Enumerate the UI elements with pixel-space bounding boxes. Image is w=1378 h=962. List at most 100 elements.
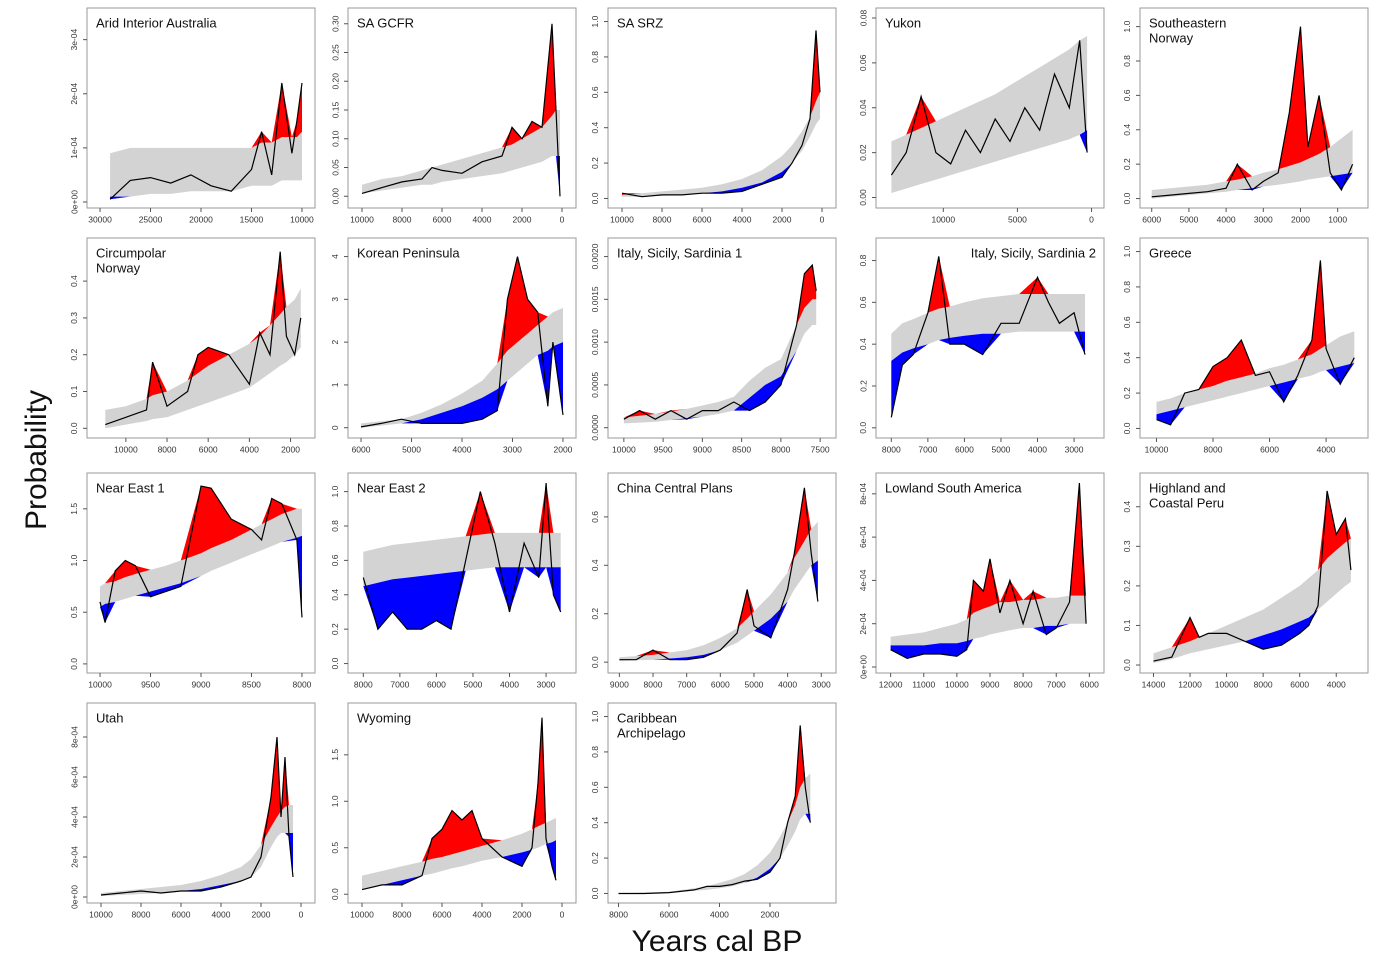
observed-line <box>1151 26 1354 198</box>
envelope <box>361 307 563 428</box>
x-tick-label: 10000 <box>945 679 969 689</box>
x-tick-label: 8500 <box>242 679 261 689</box>
y-tick-label: 0.2 <box>330 623 340 635</box>
y-tick-label: 0.8 <box>1122 281 1132 293</box>
x-tick-label: 6000 <box>1290 679 1309 689</box>
x-tick-label: 10000 <box>89 909 113 919</box>
y-tick-label: 3e-04 <box>69 29 79 51</box>
panel-title: Southeastern <box>1149 15 1226 30</box>
x-tick-label: 2000 <box>553 444 572 454</box>
y-tick-label: 0.08 <box>858 9 868 26</box>
y-tick-label: 0.0 <box>1122 659 1132 671</box>
y-tick-label: 0.6 <box>1122 316 1132 328</box>
y-tick-label: 0.0015 <box>590 286 600 312</box>
x-tick-label: 20000 <box>189 214 213 224</box>
panel: 0.0 0.2 0.4 0.6 0.8 8000 7000 6000 5000 4000 3000 I… <box>858 237 1105 454</box>
panel: 0.0 0.2 0.4 0.6 0.8 1.0 6000 5000 4000 3000 2000 10… <box>1122 7 1369 224</box>
x-tick-label: 9500 <box>654 444 673 454</box>
envelope <box>362 110 560 194</box>
y-tick-label: 0.2 <box>590 852 600 864</box>
x-tick-label: 5000 <box>1008 214 1027 224</box>
y-tick-label: 0.4 <box>1122 352 1132 364</box>
envelope <box>618 773 811 894</box>
x-tick-label: 6000 <box>955 444 974 454</box>
above-envelope <box>100 486 302 587</box>
y-tick-label: 0.6 <box>858 296 868 308</box>
x-tick-label: 9000 <box>693 444 712 454</box>
y-tick-label: 0.15 <box>330 101 340 118</box>
y-tick-label: 0.4 <box>590 122 600 134</box>
panel-title: Circumpolar <box>96 245 167 260</box>
y-axis-label: Probability <box>20 390 53 530</box>
x-tick-label: 6000 <box>1142 214 1161 224</box>
panel: 0.0 0.2 0.4 0.6 0.8 1.0 10000 8000 6000 4000 Greec… <box>1122 237 1369 454</box>
panel-title: Yukon <box>885 15 921 30</box>
envelope <box>891 36 1088 193</box>
y-tick-label: 0.4 <box>590 559 600 571</box>
x-tick-label: 4000 <box>212 909 231 919</box>
x-tick-label: 3000 <box>503 444 522 454</box>
x-tick-label: 8000 <box>132 909 151 919</box>
x-tick-label: 6000 <box>433 214 452 224</box>
x-tick-label: 8000 <box>354 679 373 689</box>
x-tick-label: 10000 <box>114 444 138 454</box>
x-tick-label: 7500 <box>811 444 830 454</box>
x-tick-label: 25000 <box>139 214 163 224</box>
x-tick-label: 9000 <box>192 679 211 689</box>
x-tick-label: 4000 <box>778 679 797 689</box>
x-tick-label: 5000 <box>402 444 421 454</box>
panel: 0.0 0.2 0.4 0.6 0.8 1.0 8000 6000 4000 2000 Caribb… <box>590 702 837 919</box>
envelope <box>105 288 301 429</box>
observed-line <box>361 23 561 197</box>
x-tick-label: 2000 <box>513 214 532 224</box>
x-tick-label: 10000 <box>610 214 634 224</box>
x-tick-label: 6000 <box>660 909 679 919</box>
y-tick-label: 0.0010 <box>590 329 600 355</box>
x-tick-label: 8000 <box>1254 679 1273 689</box>
y-tick-label: 0.02 <box>858 144 868 161</box>
observed-line <box>105 251 302 426</box>
y-tick-label: 0.10 <box>330 130 340 147</box>
x-tick-label: 14000 <box>1142 679 1166 689</box>
x-tick-label: 0 <box>299 909 304 919</box>
observed-line <box>618 725 811 895</box>
y-tick-label: 0.0 <box>69 422 79 434</box>
observed-line <box>361 717 557 891</box>
y-tick-label: 0.3 <box>69 312 79 324</box>
x-tick-label: 4000 <box>733 214 752 224</box>
y-tick-label: 1.0 <box>69 554 79 566</box>
panel-title: SA GCFR <box>357 15 414 30</box>
x-tick-label: 7000 <box>918 444 937 454</box>
observed-line <box>890 40 1088 176</box>
y-tick-label: 1e-04 <box>69 137 79 159</box>
x-tick-label: 3000 <box>1065 444 1084 454</box>
envelope <box>891 294 1085 361</box>
x-tick-label: 8000 <box>771 444 790 454</box>
x-tick-label: 8000 <box>393 214 412 224</box>
x-tick-label: 8000 <box>653 214 672 224</box>
envelope <box>1153 538 1351 663</box>
y-tick-label: 0.30 <box>330 15 340 32</box>
panel-title: Korean Peninsula <box>357 245 460 260</box>
x-tick-label: 6000 <box>693 214 712 224</box>
x-tick-label: 2000 <box>1291 214 1310 224</box>
observed-line <box>360 256 564 428</box>
panel: 0e+00 1e-04 2e-04 3e-04 30000 25000 20000 15000… <box>69 7 316 224</box>
y-tick-label: 0.2 <box>590 157 600 169</box>
x-tick-label: 4000 <box>1327 679 1346 689</box>
y-tick-label: 0.4 <box>1122 501 1132 513</box>
observed-line <box>99 485 303 623</box>
y-tick-label: 0.4 <box>69 275 79 287</box>
x-tick-label: 8000 <box>1014 679 1033 689</box>
panel: 0.0 0.1 0.2 0.3 0.4 14000 12000 10000 8000 6000 40… <box>1122 472 1369 689</box>
panel: 0.0 0.2 0.4 0.6 0.8 1.0 8000 7000 6000 5000 4000 30… <box>330 472 577 689</box>
panel: 0.0 0.2 0.4 0.6 0.8 1.0 10000 8000 6000 4000 2000 0… <box>590 7 837 224</box>
observed-line <box>623 263 817 420</box>
panel-title: Near East 2 <box>357 480 426 495</box>
panel-title: Norway <box>1149 30 1194 45</box>
x-tick-label: 10000 <box>612 444 636 454</box>
y-tick-label: 0.8 <box>858 254 868 266</box>
envelope <box>100 508 302 607</box>
envelope <box>1156 331 1355 415</box>
